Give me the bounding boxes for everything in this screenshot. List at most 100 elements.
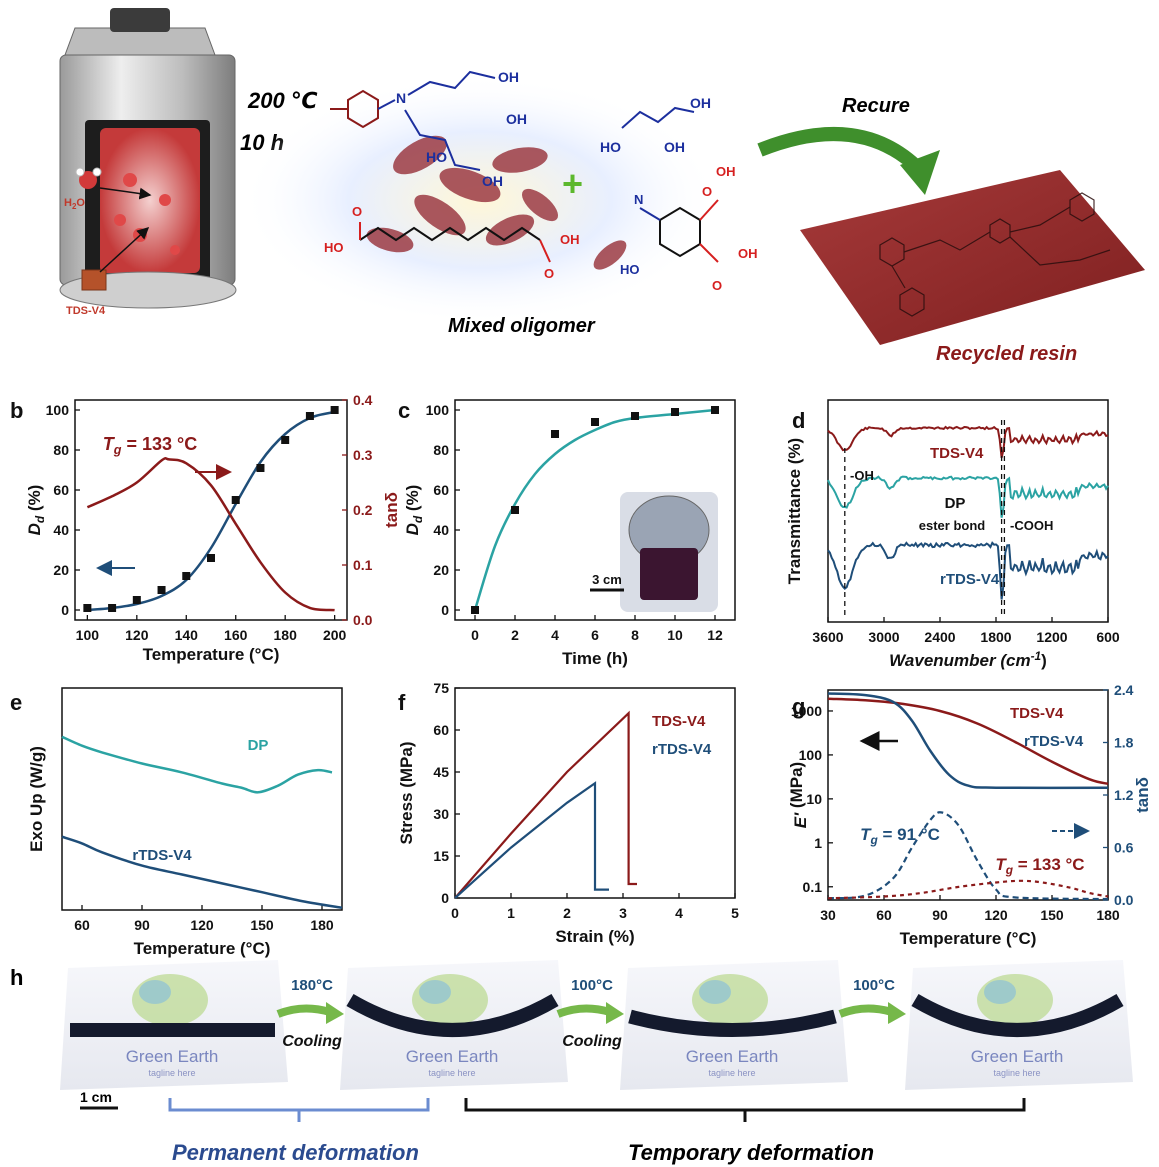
chart-b-tg-annotation: Tg = 133 °C bbox=[103, 434, 197, 457]
chem-oh-6: OH bbox=[560, 232, 580, 247]
chart-c-ytick-label: 80 bbox=[433, 442, 449, 458]
chart-f-tdsv4-line bbox=[454, 710, 637, 899]
step-temperature-1: 180°C bbox=[291, 977, 333, 994]
chart-d-legend-rtdsv4: rTDS-V4 bbox=[940, 571, 1000, 588]
chem-o-3: O bbox=[702, 184, 712, 199]
photo-strip: Green Earth tagline here Green Earth taglin… bbox=[60, 960, 1133, 1090]
chart-c-ytick-label: 20 bbox=[433, 562, 449, 578]
temporary-bracket bbox=[464, 1098, 1026, 1122]
chem-oh-3: OH bbox=[482, 173, 503, 189]
chart-b-xtick-label: 160 bbox=[224, 627, 248, 643]
chem-ho-1: HO bbox=[426, 149, 447, 165]
chart-b-xtick-label: 140 bbox=[175, 627, 199, 643]
chart-b-ytick-label: 60 bbox=[53, 482, 69, 498]
chart-b-xlabel: Temperature (°C) bbox=[143, 645, 280, 664]
recure-arrow-icon bbox=[757, 127, 925, 176]
chart-g-y2label: tanδ bbox=[1133, 777, 1152, 813]
chart-b-y2tick-label: 0.2 bbox=[353, 502, 373, 518]
chart-d-xtick-label: 3000 bbox=[868, 629, 899, 645]
chem-ho-3: HO bbox=[324, 240, 344, 255]
logo-text: Green Earth bbox=[971, 1047, 1064, 1066]
chart-g-rtdsv4-tandelta-line bbox=[827, 811, 1109, 901]
glycerol-structure bbox=[621, 106, 695, 129]
chart-d-oh-annotation: -OH bbox=[850, 468, 874, 483]
cyclohexane-diacid-structure bbox=[639, 199, 719, 263]
chart-g-ytick-label: 10 bbox=[806, 791, 822, 807]
chart-b: b 100 120 140 160 180 200 0 20 40 60 80 100 0.0 0.1 0.2… bbox=[10, 392, 401, 664]
chem-ho-2: HO bbox=[600, 139, 621, 155]
chart-c-ytick-label: 100 bbox=[426, 402, 450, 418]
chart-c-xtick-label: 4 bbox=[551, 627, 559, 643]
step-arrow-icon-2 bbox=[556, 1004, 612, 1018]
logo-leaf-icon bbox=[139, 980, 171, 1004]
chart-c: c 0 2 4 6 8 10 12 0 20 40 60 80 100 3 cm Time (h) Dd (%) bbox=[398, 398, 736, 668]
logo-leaf-icon bbox=[984, 980, 1016, 1004]
chart-f-xtick-label: 4 bbox=[675, 905, 683, 921]
chem-oh-2: OH bbox=[506, 111, 527, 127]
chart-c-xtick-label: 6 bbox=[591, 627, 599, 643]
chart-b-point bbox=[256, 464, 265, 472]
step-arrowhead-icon-1 bbox=[326, 1002, 344, 1024]
chart-g-y2tick-label: 1.8 bbox=[1114, 735, 1134, 751]
chart-e-ylabel: Exo Up (W/g) bbox=[27, 746, 46, 852]
chart-d-xtick-label: 600 bbox=[1096, 629, 1120, 645]
logo-tagline: tagline here bbox=[428, 1068, 475, 1078]
chart-b-y2tick-label: 0.3 bbox=[353, 447, 373, 463]
recycled-resin-label: Recycled resin bbox=[936, 343, 1077, 365]
chart-b-y2tick-label: 0.0 bbox=[353, 612, 373, 628]
chart-f-xtick-label: 3 bbox=[619, 905, 627, 921]
chart-f-ytick-label: 15 bbox=[433, 848, 449, 864]
chart-c-point bbox=[671, 408, 679, 416]
temporary-deformation-label: Temporary deformation bbox=[628, 1140, 874, 1165]
chart-b-y2tick-label: 0.4 bbox=[353, 392, 373, 408]
logo-tagline: tagline here bbox=[148, 1068, 195, 1078]
permanent-deformation-label: Permanent deformation bbox=[172, 1140, 419, 1165]
chart-d-xtick-label: 1200 bbox=[1036, 629, 1067, 645]
chart-g-xtick-label: 90 bbox=[932, 907, 948, 923]
chart-g-xtick-label: 30 bbox=[820, 907, 836, 923]
chart-g-xtick-label: 60 bbox=[876, 907, 892, 923]
chart-b-xtick-label: 180 bbox=[274, 627, 298, 643]
chem-n-1: N bbox=[396, 90, 406, 106]
step-temperature-3: 100°C bbox=[853, 977, 895, 994]
chart-b-point bbox=[108, 604, 117, 612]
chart-d-ester-annotation: ester bond bbox=[919, 518, 986, 533]
chart-b-point bbox=[132, 596, 141, 604]
chart-d-xtick-label: 2400 bbox=[924, 629, 955, 645]
chart-c-xtick-label: 0 bbox=[471, 627, 479, 643]
chart-g-xtick-label: 180 bbox=[1096, 907, 1120, 923]
mixed-oligomer-label: Mixed oligomer bbox=[448, 315, 596, 337]
chart-g-ytick-label: 1000 bbox=[791, 703, 822, 719]
chart-g-y2tick-label: 0.6 bbox=[1114, 840, 1134, 856]
chart-g-tg-rtdsv4-annotation: Tg = 91 °C bbox=[860, 825, 940, 847]
chart-b-ytick-label: 80 bbox=[53, 442, 69, 458]
permanent-bracket bbox=[168, 1098, 430, 1122]
chart-b-ytick-label: 40 bbox=[53, 522, 69, 538]
chart-f-xtick-label: 5 bbox=[731, 905, 739, 921]
chart-g-ytick-label: 0.1 bbox=[803, 879, 823, 895]
chart-b-point bbox=[330, 406, 339, 414]
chem-o-4: O bbox=[712, 278, 722, 293]
chart-g-xtick-label: 120 bbox=[984, 907, 1008, 923]
panel-a: H2O TDS-V4 200 ℃ 10 h N OH OH bbox=[59, 8, 1145, 365]
chart-c-point bbox=[631, 412, 639, 420]
chart-b-point bbox=[207, 554, 215, 562]
chart-f-ytick-label: 45 bbox=[433, 764, 449, 780]
chem-o-2: O bbox=[544, 266, 554, 281]
water-molecule-icon bbox=[79, 171, 97, 189]
chart-g-xlabel: Temperature (°C) bbox=[900, 929, 1037, 948]
chart-g-y2tick-label: 1.2 bbox=[1114, 787, 1134, 803]
chart-d: d 3600 3000 2400 1800 1200 600 TDS-V4 DP rTDS-V4 -… bbox=[785, 399, 1120, 670]
network-structure bbox=[879, 192, 1111, 317]
chart-e-frame bbox=[61, 687, 343, 911]
chart-f-xlabel: Strain (%) bbox=[555, 927, 634, 946]
panel-h: h Green Earth tagline here Green Earth tagl… bbox=[10, 960, 1133, 1165]
chart-b-point bbox=[231, 496, 240, 504]
diacid-chain-structure bbox=[359, 226, 541, 242]
panel-b-label: b bbox=[10, 398, 23, 423]
panel-h-label: h bbox=[10, 965, 23, 990]
chart-d-xtick-label: 3600 bbox=[812, 629, 843, 645]
chart-c-xtick-label: 12 bbox=[707, 627, 723, 643]
step-arrowhead-icon-3 bbox=[888, 1002, 906, 1024]
